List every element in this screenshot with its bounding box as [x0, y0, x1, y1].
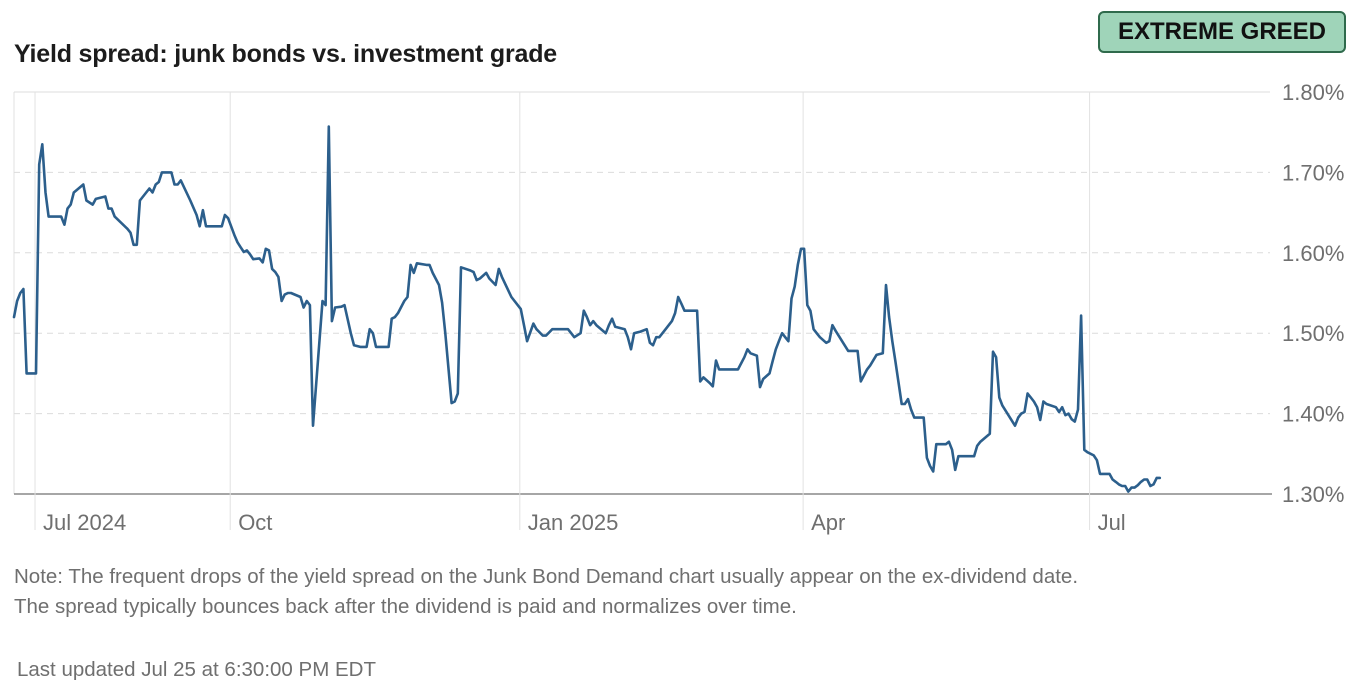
series-layer — [12, 125, 1162, 493]
grid-layer — [13, 91, 1272, 530]
x-tick-label: Jul — [1098, 510, 1126, 535]
sentiment-badge: EXTREME GREED — [1098, 11, 1346, 53]
y-tick-label: 1.80% — [1282, 80, 1344, 105]
tick-label-layer: 1.80% 1.70% 1.60% 1.50% 1.40% 1.30% Jul 2024 Oc… — [43, 80, 1344, 535]
x-tick-label: Apr — [811, 510, 845, 535]
y-tick-label: 1.70% — [1282, 160, 1344, 185]
chart-title: Yield spread: junk bonds vs. investment … — [14, 40, 557, 68]
yield-spread-chart: 1.80% 1.70% 1.60% 1.50% 1.40% 1.30% Jul 2024 Oc… — [12, 80, 1344, 535]
yield-spread-line — [12, 125, 1162, 493]
y-tick-label: 1.40% — [1282, 402, 1344, 427]
x-tick-label: Jan 2025 — [528, 510, 619, 535]
note-line-2: The spread typically bounces back after … — [14, 595, 797, 618]
last-updated-text: Last updated Jul 25 at 6:30:00 PM EDT — [17, 658, 376, 681]
x-tick-label: Jul 2024 — [43, 510, 126, 535]
y-tick-label: 1.50% — [1282, 321, 1344, 346]
note-line-1: Note: The frequent drops of the yield sp… — [14, 565, 1079, 588]
y-tick-label: 1.30% — [1282, 482, 1344, 507]
x-tick-label: Oct — [238, 510, 272, 535]
y-tick-label: 1.60% — [1282, 241, 1344, 266]
chart-note: Note: The frequent drops of the yield sp… — [14, 562, 1344, 622]
